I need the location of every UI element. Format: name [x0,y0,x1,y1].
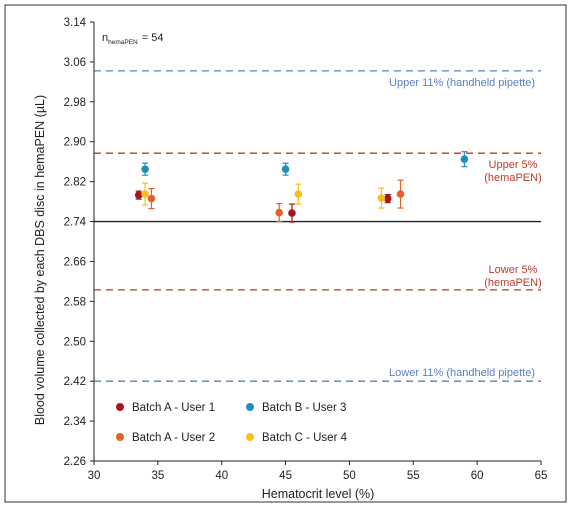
chart-border [4,4,567,503]
legend-label: Batch C - User 4 [262,432,348,444]
data-point [288,209,296,217]
y-tick-label: 2.66 [64,256,86,268]
data-point [141,165,149,173]
data-point [294,190,303,198]
data-point [383,194,392,203]
y-tick-label: 2.58 [64,296,86,308]
legend-marker [246,433,254,441]
y-tick-label: 2.42 [64,376,86,388]
reference-line-label: Upper 11% (handheld pipette) [389,77,535,89]
y-tick-label: 2.82 [64,177,86,189]
n-annotation: nhemaPEN = 54 [102,32,163,46]
legend-label: Batch B - User 3 [262,402,346,414]
y-tick-label: 3.06 [64,57,86,69]
x-tick-label: 60 [471,470,484,482]
y-tick-label: 2.90 [64,137,86,149]
y-tick-label: 2.50 [64,336,86,348]
legend-label: Batch A - User 1 [132,402,215,414]
reference-line-label: (hemaPEN) [484,277,541,289]
data-points [134,151,469,223]
legend-marker [116,403,124,411]
axes: 2.26 2.34 2.42 2.50 2.58 2.66 2.74 2.82 2.90 2.98… [64,17,548,482]
data-point [134,191,143,199]
reference-line-label: Lower 5% [489,264,538,276]
y-tick-label: 2.34 [64,416,87,428]
legend-marker [246,403,254,411]
data-point [275,208,283,217]
x-tick-label: 45 [279,470,292,482]
y-tick-label: 3.14 [64,17,87,29]
legend-label: Batch A - User 2 [132,432,215,444]
x-tick-label: 55 [407,470,420,482]
x-tick-label: 35 [151,470,164,482]
x-axis-label: Hematocrit level (%) [262,487,375,501]
data-point [141,190,149,198]
x-tick-label: 65 [535,470,548,482]
y-tick-label: 2.74 [64,217,87,229]
x-tick-label: 50 [343,470,356,482]
legend: Batch A - User 1 Batch B - User 3 Batch A … [116,402,348,444]
data-point [460,155,469,163]
x-tick-label: 40 [215,470,228,482]
data-point [147,194,156,203]
y-tick-label: 2.98 [64,97,86,109]
reference-line-label: Lower 11% (handheld pipette) [389,367,535,379]
reference-line-label: (hemaPEN) [484,172,541,184]
data-point [377,194,386,202]
data-point [396,190,405,198]
x-tick-label: 30 [88,470,101,482]
reference-lines: Upper 11% (handheld pipette)Upper 5%(hem… [94,70,542,382]
y-tick-label: 2.26 [64,456,86,468]
reference-line-label: Upper 5% [489,159,538,171]
legend-marker [116,433,124,441]
data-point [281,165,290,173]
y-axis-label: Blood volume collected by each DBS disc … [33,95,47,425]
